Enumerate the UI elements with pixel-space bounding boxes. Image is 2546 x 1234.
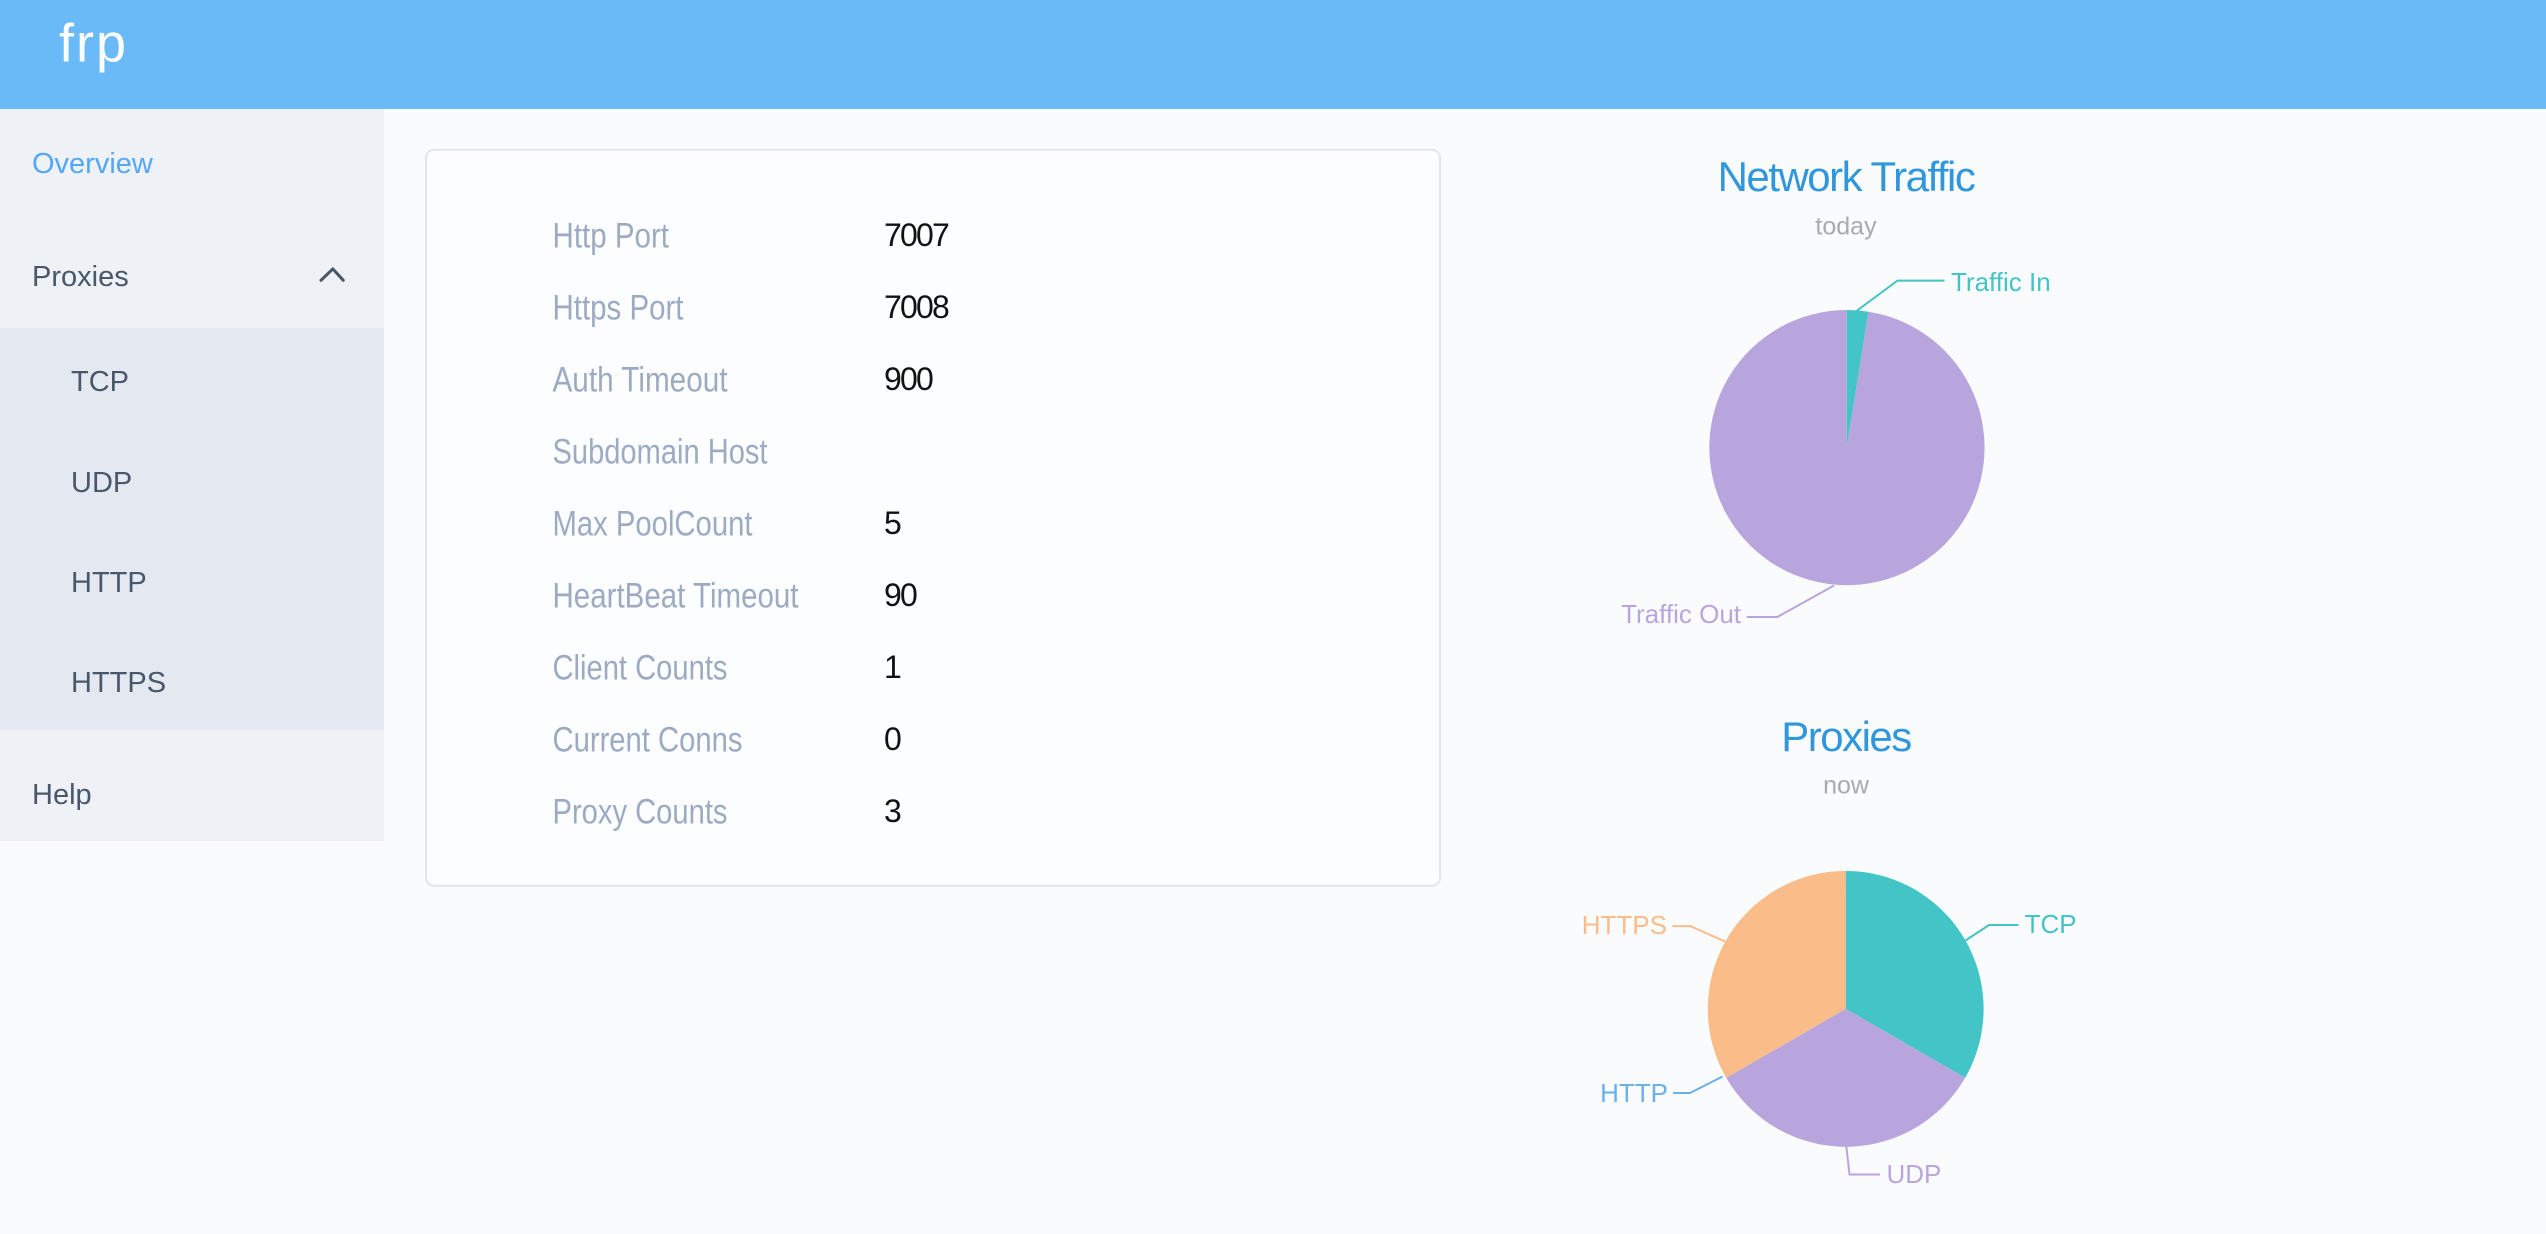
svg-text:Proxy Counts: Proxy Counts: [553, 793, 728, 832]
svg-text:UDP: UDP: [71, 467, 132, 499]
svg-text:Auth Timeout: Auth Timeout: [553, 361, 728, 400]
svg-text:frp: frp: [59, 14, 128, 74]
svg-text:Https Port: Https Port: [553, 289, 684, 328]
svg-text:900: 900: [884, 361, 933, 397]
svg-text:90: 90: [884, 577, 917, 613]
svg-text:HTTP: HTTP: [71, 567, 147, 599]
svg-text:now: now: [1823, 772, 1870, 800]
svg-text:3: 3: [884, 793, 901, 829]
svg-text:HTTP: HTTP: [1600, 1078, 1668, 1108]
svg-text:7008: 7008: [884, 289, 949, 325]
svg-text:Network Traffic: Network Traffic: [1718, 153, 1975, 200]
svg-text:Proxies: Proxies: [1781, 713, 1911, 760]
svg-text:Traffic In: Traffic In: [1951, 267, 2051, 297]
svg-text:Traffic Out: Traffic Out: [1621, 599, 1742, 629]
svg-text:Http Port: Http Port: [553, 217, 670, 256]
svg-text:TCP: TCP: [71, 366, 129, 398]
svg-text:Overview: Overview: [32, 148, 154, 180]
svg-text:1: 1: [884, 649, 901, 685]
svg-text:0: 0: [884, 721, 901, 757]
svg-text:Proxies: Proxies: [32, 261, 129, 293]
svg-text:7007: 7007: [884, 217, 949, 253]
svg-text:Current Conns: Current Conns: [553, 721, 743, 760]
svg-text:Client Counts: Client Counts: [553, 649, 728, 688]
svg-text:HeartBeat Timeout: HeartBeat Timeout: [553, 577, 799, 616]
svg-text:Max PoolCount: Max PoolCount: [553, 505, 753, 544]
svg-text:Help: Help: [32, 779, 92, 811]
svg-text:Subdomain Host: Subdomain Host: [553, 433, 768, 472]
svg-text:HTTPS: HTTPS: [1582, 910, 1667, 940]
svg-text:TCP: TCP: [2025, 909, 2077, 939]
svg-text:HTTPS: HTTPS: [71, 667, 166, 699]
svg-text:UDP: UDP: [1887, 1159, 1942, 1189]
svg-text:5: 5: [884, 505, 901, 541]
svg-text:today: today: [1815, 213, 1877, 241]
